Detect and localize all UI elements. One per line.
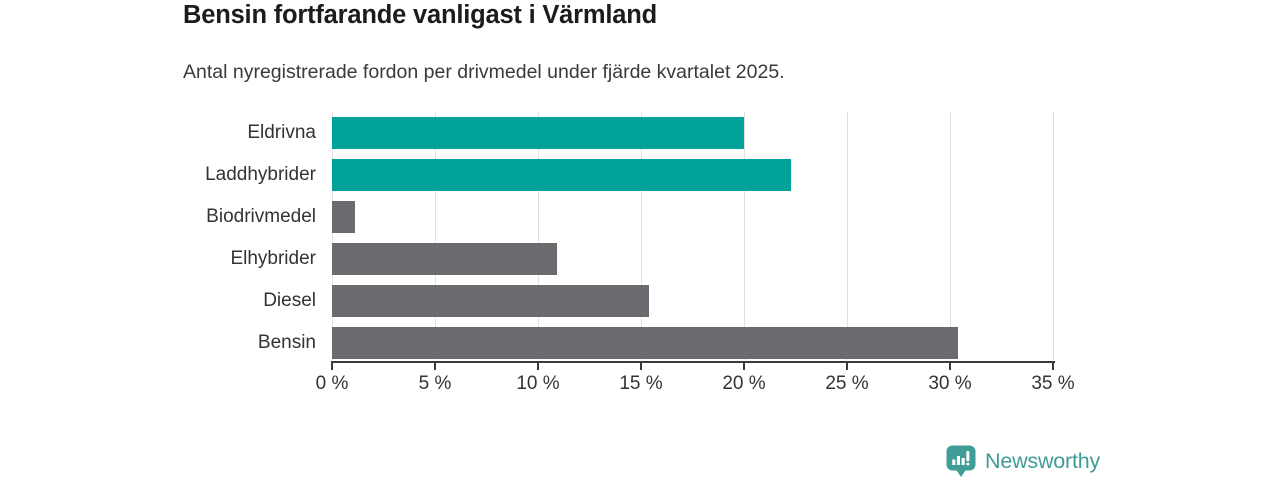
- x-tick-label: 35 %: [1031, 373, 1075, 394]
- x-tick-label: 0 %: [315, 373, 349, 394]
- axis-tick: [1052, 361, 1054, 370]
- bar-biodrivmedel: [332, 201, 355, 233]
- newsworthy-pin-bar-chart-icon: [946, 445, 976, 477]
- axis-tick: [640, 361, 642, 370]
- newsworthy-logo[interactable]: Newsworthy: [946, 445, 1100, 478]
- x-tick-label: 5 %: [418, 373, 452, 394]
- plot-area: [332, 112, 1054, 360]
- axis-tick: [537, 361, 539, 370]
- category-label: Diesel: [263, 290, 316, 311]
- bar-elhybrider: [332, 243, 557, 275]
- category-label: Bensin: [257, 332, 316, 353]
- chart-subtitle: Antal nyregistrerade fordon per drivmede…: [183, 61, 785, 83]
- axis-tick: [743, 361, 745, 370]
- axis-tick: [331, 361, 333, 370]
- bar-bensin: [332, 327, 959, 359]
- category-label: Biodrivmedel: [206, 206, 316, 227]
- gridline: [744, 112, 745, 360]
- category-label: Eldrivna: [247, 122, 316, 143]
- brand-name: Newsworthy: [985, 449, 1101, 473]
- bar-diesel: [332, 285, 650, 317]
- x-tick-label: 10 %: [516, 373, 560, 394]
- axis-tick: [434, 361, 436, 370]
- chart-title: Bensin fortfarande vanligast i Värmland: [183, 1, 657, 29]
- axis-tick: [949, 361, 951, 370]
- x-tick-label: 15 %: [619, 373, 663, 394]
- gridline: [950, 112, 951, 360]
- x-tick-label: 20 %: [722, 373, 766, 394]
- x-axis-tick-labels: 0 % 5 % 10 % 15 % 20 % 25 % 30 % 35 %: [316, 373, 1075, 399]
- bar-eldrivna: [332, 117, 744, 149]
- gridline: [435, 112, 436, 360]
- x-axis-line: [332, 361, 1055, 363]
- bar-laddhybrider: [332, 159, 792, 191]
- gridline: [332, 112, 333, 360]
- y-axis-labels: Eldrivna Laddhybrider Biodrivmedel Elhybrid…: [0, 112, 316, 364]
- category-label: Elhybrider: [230, 248, 316, 269]
- gridline: [641, 112, 642, 360]
- x-tick-label: 30 %: [928, 373, 972, 394]
- x-tick-label: 25 %: [825, 373, 869, 394]
- category-label: Laddhybrider: [205, 164, 316, 185]
- gridline: [1053, 112, 1054, 360]
- axis-tick: [846, 361, 848, 370]
- gridline: [847, 112, 848, 360]
- gridline: [538, 112, 539, 360]
- x-axis-ticks: [331, 361, 1054, 370]
